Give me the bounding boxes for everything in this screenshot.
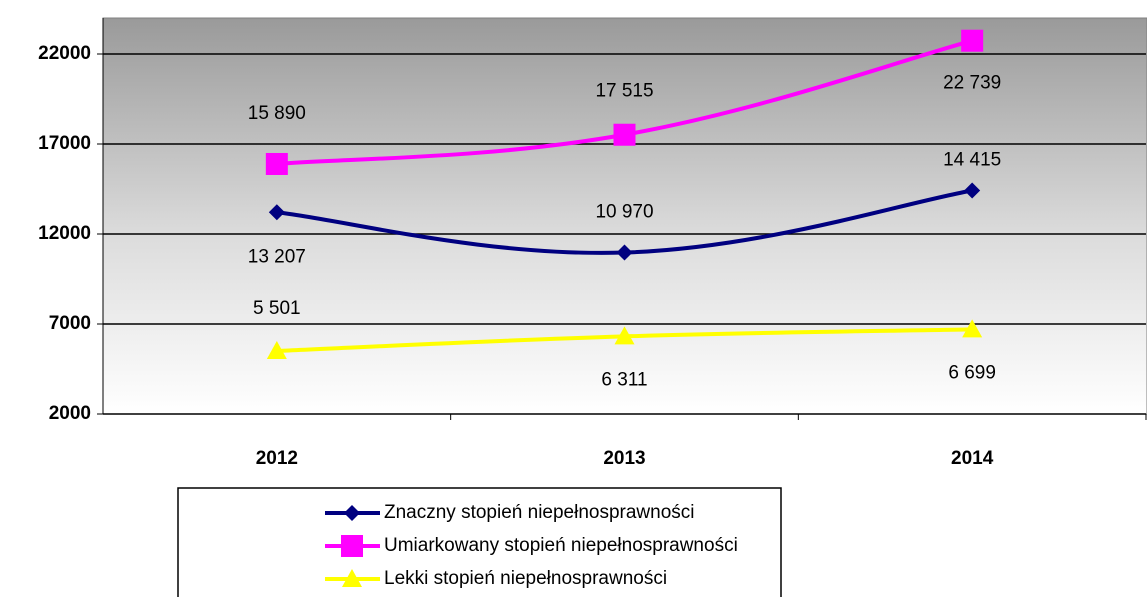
point: [266, 340, 287, 359]
point: [614, 326, 635, 345]
y-tick-label: 7000: [49, 313, 91, 334]
point: [961, 29, 984, 52]
point: [265, 152, 288, 175]
point: [616, 244, 633, 261]
data-label: 14 415: [943, 150, 1001, 171]
data-label: 6 311: [601, 369, 647, 390]
data-label: 5 501: [253, 298, 301, 319]
point: [268, 204, 285, 221]
y-tick-label: 22000: [38, 43, 91, 64]
data-label: 10 970: [595, 202, 653, 223]
legend: [177, 487, 782, 597]
point: [962, 319, 983, 338]
data-label: 15 890: [248, 103, 306, 124]
x-tick-label: 2012: [256, 448, 298, 469]
data-label: 6 699: [948, 362, 996, 383]
legend-marker: [344, 505, 360, 521]
data-label: 17 515: [595, 81, 653, 102]
legend-label: Znaczny stopień niepełnosprawności: [384, 502, 695, 523]
legend-marker: [342, 569, 362, 587]
legend-label: Lekki stopień niepełnosprawności: [384, 568, 667, 589]
data-label: 13 207: [248, 246, 306, 267]
y-tick-label: 12000: [38, 223, 91, 244]
y-tick-label: 2000: [49, 403, 91, 424]
point: [613, 123, 636, 146]
point: [964, 182, 981, 199]
y-tick-label: 17000: [38, 133, 91, 154]
x-tick-label: 2013: [603, 448, 645, 469]
data-label: 22 739: [943, 73, 1001, 94]
legend-marker: [341, 535, 363, 557]
x-tick-label: 2014: [951, 448, 994, 469]
legend-label: Umiarkowany stopień niepełnosprawności: [384, 535, 738, 556]
